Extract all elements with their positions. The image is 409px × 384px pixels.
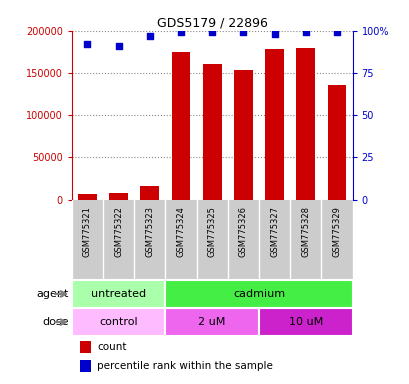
Point [302,29,308,35]
Bar [165,280,352,308]
Text: percentile rank within the sample: percentile rank within the sample [97,361,272,371]
Bar [140,186,159,200]
Point [115,43,121,49]
Point [146,33,153,39]
Bar [80,341,91,353]
Bar [296,48,315,200]
Text: 2 uM: 2 uM [198,317,225,327]
Bar [234,70,252,200]
Bar [72,280,165,308]
Bar [327,85,346,200]
Title: GDS5179 / 22896: GDS5179 / 22896 [156,17,267,30]
Text: GSM775322: GSM775322 [114,206,123,257]
Bar [258,308,352,336]
Text: GSM775325: GSM775325 [207,206,216,257]
Text: count: count [97,342,126,352]
Bar [265,49,283,200]
Point [333,29,339,35]
Point [240,29,246,35]
Text: GSM775323: GSM775323 [145,206,154,257]
Bar [72,308,165,336]
Text: 10 uM: 10 uM [288,317,322,327]
Text: control: control [99,317,137,327]
Text: cadmium: cadmium [232,289,284,299]
Text: GSM775327: GSM775327 [270,206,279,257]
Text: agent: agent [36,289,69,299]
Point [177,29,184,35]
Point [208,29,215,35]
Text: GSM775326: GSM775326 [238,206,247,257]
Bar [78,194,97,200]
Text: untreated: untreated [91,289,146,299]
Text: GSM775328: GSM775328 [301,206,310,257]
Text: dose: dose [43,317,69,327]
Bar [80,360,91,372]
Bar [202,65,221,200]
Bar [171,52,190,200]
Bar [165,308,258,336]
Text: GSM775321: GSM775321 [83,206,92,257]
Text: GSM775329: GSM775329 [332,206,341,257]
Point [271,31,277,37]
Point [84,41,90,47]
Bar [109,193,128,200]
Text: GSM775324: GSM775324 [176,206,185,257]
